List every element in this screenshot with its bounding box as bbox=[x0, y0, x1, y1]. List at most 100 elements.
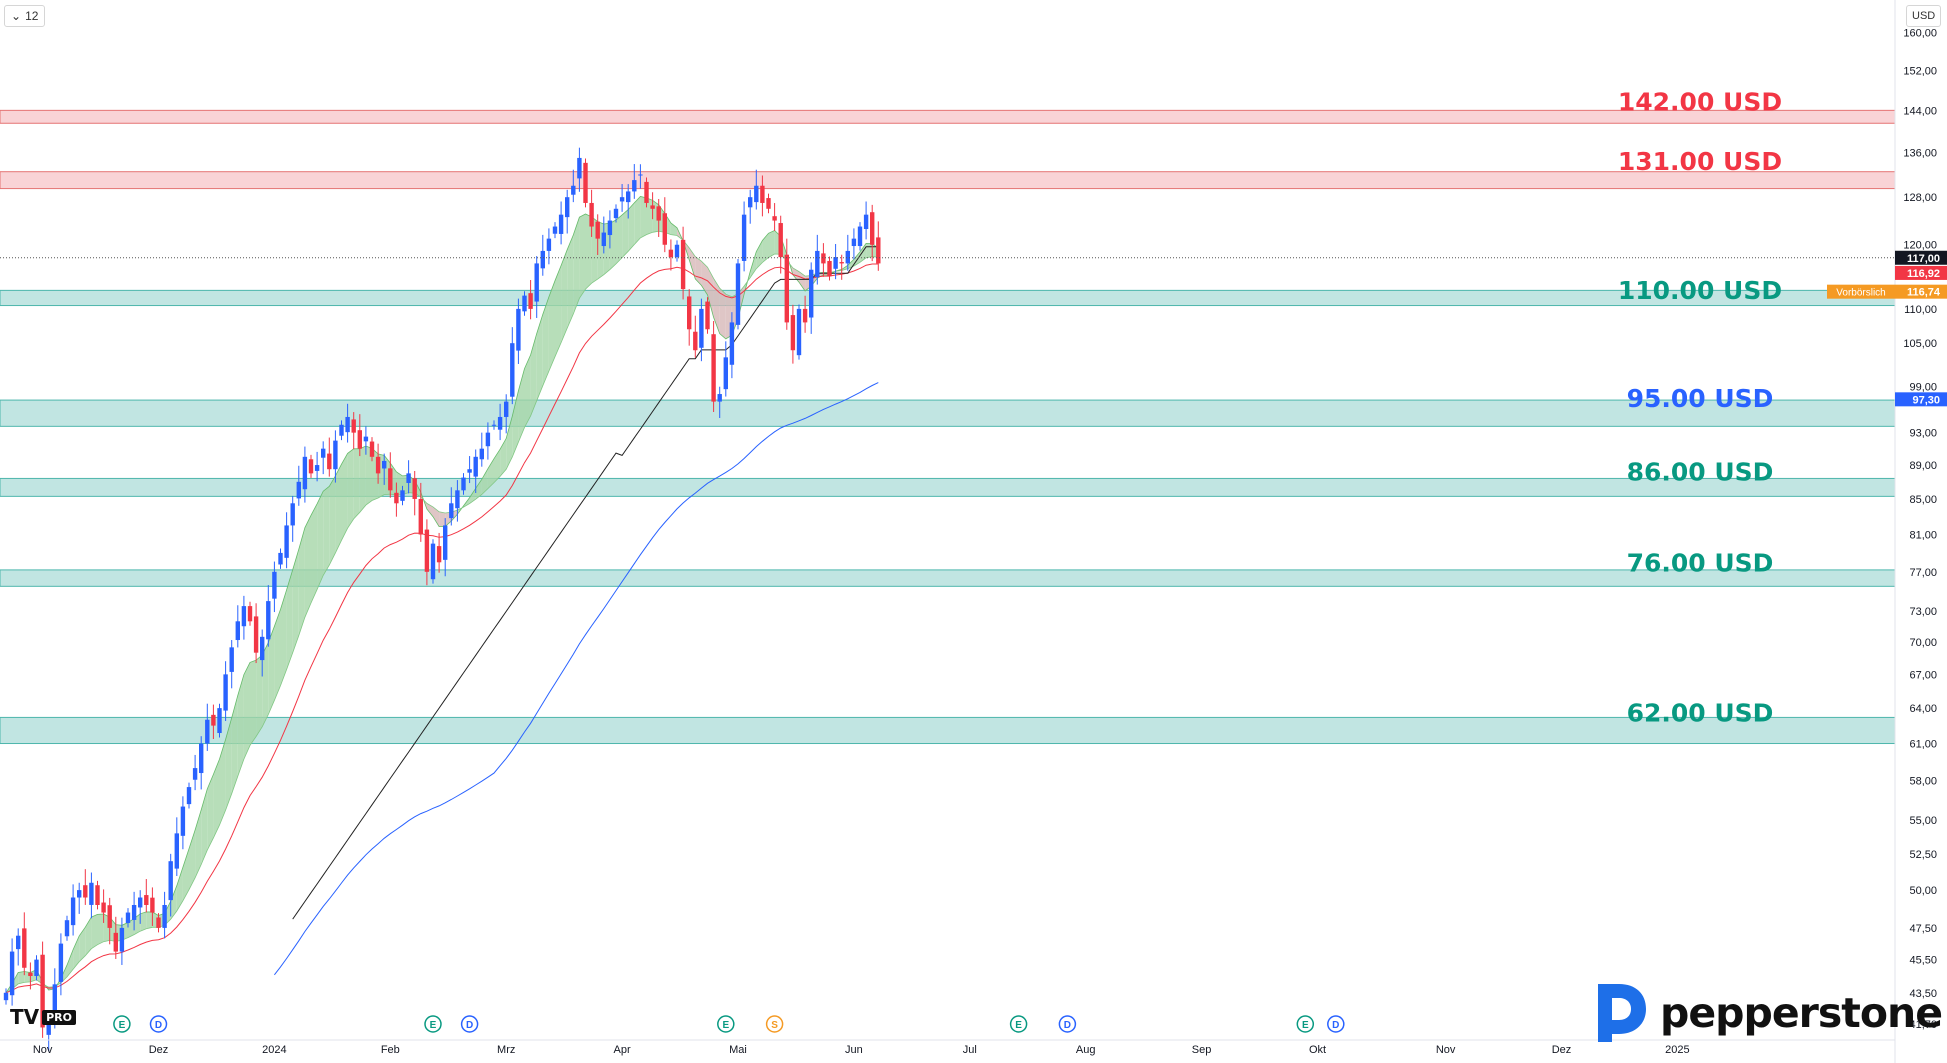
pepperstone-logo: pepperstone bbox=[1588, 982, 1943, 1044]
candle-body bbox=[351, 419, 356, 433]
price-tick-label: 77,00 bbox=[1909, 567, 1937, 579]
candle-body bbox=[516, 308, 521, 351]
ema-ribbon-segment bbox=[195, 809, 202, 878]
candle-body bbox=[455, 490, 460, 509]
candle-body bbox=[491, 424, 497, 426]
ema-ribbon-segment bbox=[243, 662, 250, 760]
candle-body bbox=[668, 249, 674, 258]
ema-ribbon-segment bbox=[469, 488, 476, 504]
candle-body bbox=[333, 440, 338, 470]
candle-body bbox=[272, 571, 277, 599]
ema-ribbon-segment bbox=[866, 243, 873, 258]
candle-body bbox=[174, 833, 179, 869]
ema-ribbon-segment bbox=[304, 515, 311, 618]
candle-body bbox=[308, 459, 314, 474]
price-tick-label: 58,00 bbox=[1909, 776, 1937, 788]
candle-body bbox=[662, 213, 667, 245]
ema-ribbon-segment bbox=[298, 527, 305, 636]
ema-ribbon-segment bbox=[512, 390, 519, 457]
candle-body bbox=[339, 424, 344, 436]
ema-ribbon-segment bbox=[335, 464, 342, 553]
candle-body bbox=[876, 237, 881, 264]
ema-ribbon-segment bbox=[182, 848, 189, 901]
time-tick-label: Mai bbox=[729, 1044, 747, 1056]
event-marker-label: D bbox=[466, 1020, 473, 1031]
ema-ribbon-segment bbox=[219, 739, 226, 826]
price-tick-label: 50,00 bbox=[1909, 885, 1937, 897]
candle-body bbox=[674, 244, 680, 258]
candle-body bbox=[345, 416, 350, 433]
ema-ribbon-segment bbox=[353, 448, 360, 519]
candle-body bbox=[302, 456, 308, 490]
time-tick-label: Nov bbox=[33, 1044, 53, 1056]
time-tick-label: Sep bbox=[1192, 1044, 1212, 1056]
candle-body bbox=[693, 331, 698, 351]
candle-body bbox=[314, 465, 320, 471]
time-tick-label: Aug bbox=[1076, 1044, 1096, 1056]
ema-ribbon-segment bbox=[146, 911, 153, 929]
price-tag-label: 116,92 bbox=[1907, 268, 1940, 280]
time-tick-label: Jul bbox=[963, 1044, 977, 1056]
event-marker-label: E bbox=[119, 1020, 126, 1031]
level-label: 142.00 USD bbox=[1618, 88, 1782, 117]
candle-body bbox=[406, 473, 411, 483]
ema-ribbon-segment bbox=[756, 240, 763, 269]
candle-body bbox=[656, 206, 661, 221]
ema-ribbon-segment bbox=[530, 333, 537, 416]
candle-body bbox=[253, 616, 259, 653]
price-tag bbox=[1895, 265, 1947, 280]
time-tick-label: Dez bbox=[149, 1044, 169, 1056]
candle-body bbox=[180, 806, 186, 836]
time-tick-label: Okt bbox=[1309, 1044, 1326, 1056]
event-marker-label: D bbox=[1064, 1020, 1071, 1031]
candle-body bbox=[113, 932, 118, 952]
candle-body bbox=[522, 295, 527, 312]
ema-ribbon-segment bbox=[67, 949, 74, 977]
time-tick-label: 2024 bbox=[262, 1044, 286, 1056]
candle-body bbox=[796, 308, 802, 356]
level-label: 86.00 USD bbox=[1627, 457, 1774, 486]
candle-body bbox=[784, 254, 789, 323]
candle-body bbox=[680, 239, 686, 290]
candle-body bbox=[363, 436, 369, 442]
candle-body bbox=[851, 238, 857, 247]
candle-body bbox=[34, 959, 39, 977]
candle-body bbox=[168, 861, 173, 901]
price-tick-label: 136,00 bbox=[1903, 147, 1937, 159]
event-marker-label: E bbox=[430, 1020, 437, 1031]
price-tick-label: 128,00 bbox=[1903, 192, 1937, 204]
level-label: 62.00 USD bbox=[1627, 699, 1774, 728]
tv-mark: TV bbox=[10, 1005, 40, 1029]
candle-body bbox=[699, 308, 704, 348]
candle-body bbox=[754, 185, 759, 203]
ema-ribbon-segment bbox=[750, 251, 757, 278]
candle-body bbox=[211, 714, 216, 726]
ema-ribbon-segment bbox=[359, 446, 366, 513]
candle-body bbox=[571, 185, 576, 195]
candle-body bbox=[833, 257, 838, 269]
ema-ribbon-segment bbox=[170, 885, 177, 920]
candle-body bbox=[382, 460, 387, 469]
tradingview-pro-logo: TV PRO bbox=[10, 1005, 77, 1029]
candle-body bbox=[802, 308, 808, 323]
currency-selector[interactable]: USD bbox=[1906, 5, 1942, 27]
candle-body bbox=[626, 191, 631, 203]
candle-body bbox=[138, 897, 143, 908]
candle-body bbox=[89, 882, 94, 905]
event-marker-label: D bbox=[1332, 1020, 1339, 1031]
event-marker bbox=[1327, 1015, 1345, 1033]
ema-ribbon-segment bbox=[292, 549, 299, 653]
ema-ribbon-segment bbox=[567, 235, 574, 329]
price-tick-label: 41,70 bbox=[1909, 1019, 1937, 1031]
ema-ribbon-segment bbox=[97, 913, 104, 945]
ema-ribbon-segment bbox=[79, 927, 86, 962]
time-tick-label: Feb bbox=[381, 1044, 400, 1056]
interval-selector[interactable]: ⌄ 12 bbox=[4, 5, 46, 27]
candle-body bbox=[46, 1018, 51, 1035]
candle-body bbox=[22, 928, 27, 968]
ema-ribbon-segment bbox=[640, 196, 647, 238]
sr-zone bbox=[0, 171, 1896, 190]
candle-body bbox=[729, 322, 735, 365]
candle-body bbox=[83, 885, 88, 898]
